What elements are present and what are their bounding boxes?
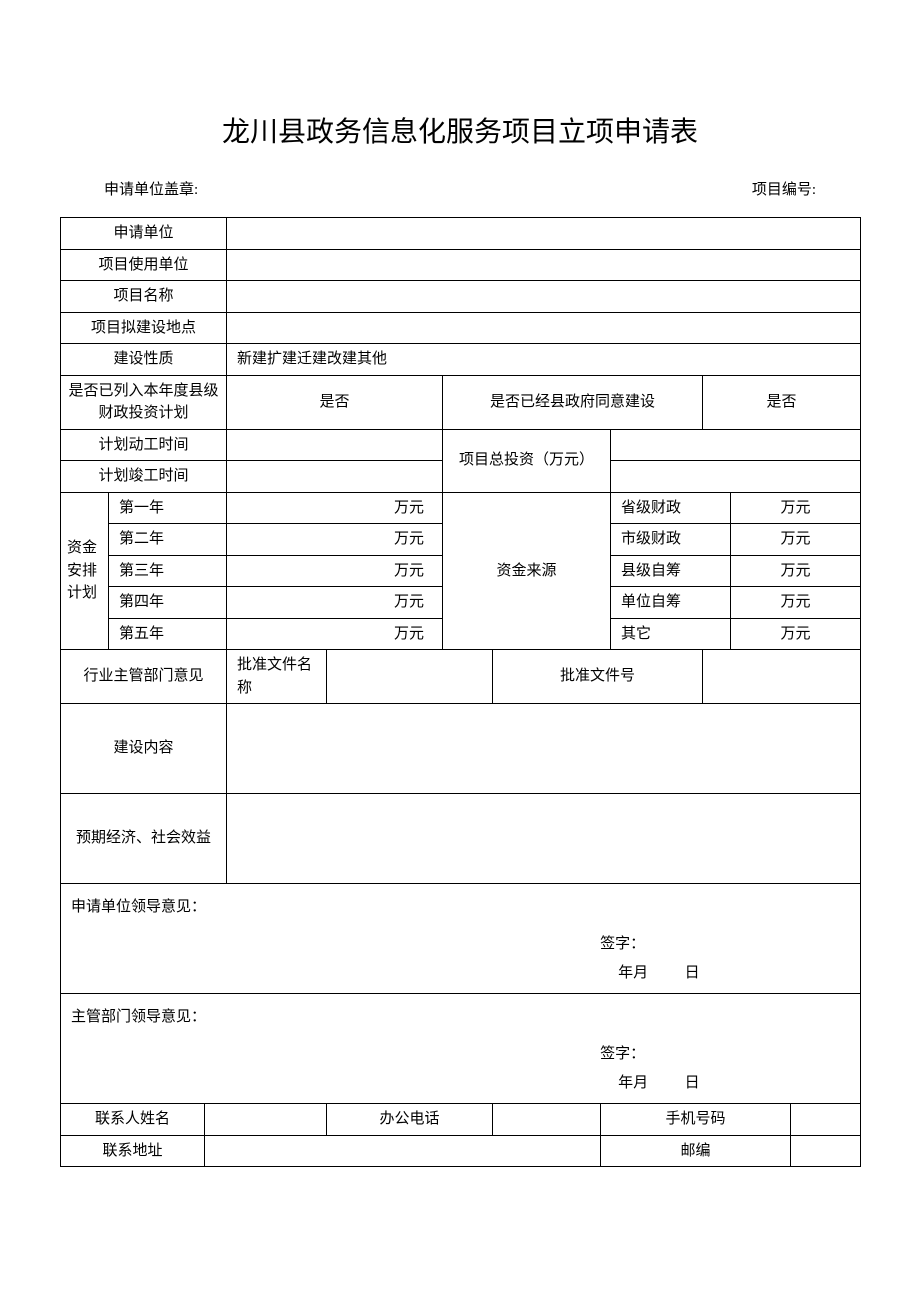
value-src-province[interactable]: 万元 xyxy=(731,492,861,524)
proj-no-label: 项目编号: xyxy=(752,178,816,199)
value-src-city[interactable]: 万元 xyxy=(731,524,861,556)
value-year4[interactable]: 万元 xyxy=(227,587,443,619)
value-approval-doc-name[interactable] xyxy=(327,650,493,704)
value-user-unit[interactable] xyxy=(227,249,861,281)
label-total-invest: 项目总投资（万元） xyxy=(443,429,611,492)
value-construction-content[interactable] xyxy=(227,704,861,794)
value-mobile[interactable] xyxy=(791,1104,861,1136)
row-applicant-unit: 申请单位 xyxy=(61,218,861,250)
label-fund-plan: 资金安排计划 xyxy=(61,492,109,650)
value-src-unit[interactable]: 万元 xyxy=(731,587,861,619)
signature-block-2: 签字： 年月日 xyxy=(600,1040,860,1097)
label-src-county: 县级自筹 xyxy=(611,555,731,587)
application-form-table: 申请单位 项目使用单位 项目名称 项目拟建设地点 建设性质 新建扩建迁建改建其他… xyxy=(60,217,861,1167)
row-supervisor-leader-opinion: 主管部门领导意见： 签字： 年月日 xyxy=(61,994,861,1104)
value-year1[interactable]: 万元 xyxy=(227,492,443,524)
value-year3[interactable]: 万元 xyxy=(227,555,443,587)
label-approval-doc-name: 批准文件名称 xyxy=(227,650,327,704)
label-year3: 第三年 xyxy=(109,555,227,587)
label-location: 项目拟建设地点 xyxy=(61,312,227,344)
label-expected-benefit: 预期经济、社会效益 xyxy=(61,794,227,884)
value-start-time[interactable] xyxy=(227,429,443,461)
value-location[interactable] xyxy=(227,312,861,344)
cell-applicant-leader-opinion[interactable]: 申请单位领导意见： 签字： 年月日 xyxy=(61,884,861,994)
value-total-invest-2[interactable] xyxy=(611,461,861,493)
label-applicant-unit: 申请单位 xyxy=(61,218,227,250)
label-fund-source: 资金来源 xyxy=(443,492,611,650)
label-start-time: 计划动工时间 xyxy=(61,429,227,461)
label-gov-approved: 是否已经县政府同意建设 xyxy=(443,375,703,429)
row-plan-approve: 是否已列入本年度县级财政投资计划 是否 是否已经县政府同意建设 是否 xyxy=(61,375,861,429)
row-user-unit: 项目使用单位 xyxy=(61,249,861,281)
value-finish-time[interactable] xyxy=(227,461,443,493)
value-src-other[interactable]: 万元 xyxy=(731,618,861,650)
label-applicant-leader-opinion: 申请单位领导意见： xyxy=(71,899,206,915)
row-nature: 建设性质 新建扩建迁建改建其他 xyxy=(61,344,861,376)
value-approval-doc-no[interactable] xyxy=(703,650,861,704)
label-construction-content: 建设内容 xyxy=(61,704,227,794)
label-year1: 第一年 xyxy=(109,492,227,524)
row-location: 项目拟建设地点 xyxy=(61,312,861,344)
label-postcode: 邮编 xyxy=(601,1135,791,1167)
label-contact-name: 联系人姓名 xyxy=(61,1104,205,1136)
label-finish-time: 计划竣工时间 xyxy=(61,461,227,493)
label-src-province: 省级财政 xyxy=(611,492,731,524)
value-address[interactable] xyxy=(205,1135,601,1167)
label-year2: 第二年 xyxy=(109,524,227,556)
label-year4: 第四年 xyxy=(109,587,227,619)
value-total-invest-1[interactable] xyxy=(611,429,861,461)
header-row: 申请单位盖章: 项目编号: xyxy=(60,178,860,217)
stamp-label: 申请单位盖章: xyxy=(104,178,198,199)
label-nature: 建设性质 xyxy=(61,344,227,376)
label-project-name: 项目名称 xyxy=(61,281,227,313)
date-line-1: 年月日 xyxy=(600,959,860,988)
form-page: 龙川县政务信息化服务项目立项申请表 申请单位盖章: 项目编号: 申请单位 项目使… xyxy=(0,0,920,1167)
row-start-time: 计划动工时间 项目总投资（万元） xyxy=(61,429,861,461)
value-project-name[interactable] xyxy=(227,281,861,313)
row-expected-benefit: 预期经济、社会效益 xyxy=(61,794,861,884)
row-project-name: 项目名称 xyxy=(61,281,861,313)
label-mobile: 手机号码 xyxy=(601,1104,791,1136)
value-gov-approved[interactable]: 是否 xyxy=(703,375,861,429)
signature-label-2: 签字： xyxy=(600,1040,860,1069)
label-supervisor-leader-opinion: 主管部门领导意见： xyxy=(71,1009,206,1025)
cell-supervisor-leader-opinion[interactable]: 主管部门领导意见： 签字： 年月日 xyxy=(61,994,861,1104)
label-year5: 第五年 xyxy=(109,618,227,650)
value-year2[interactable]: 万元 xyxy=(227,524,443,556)
label-src-city: 市级财政 xyxy=(611,524,731,556)
row-address: 联系地址 邮编 xyxy=(61,1135,861,1167)
value-contact-name[interactable] xyxy=(205,1104,327,1136)
label-in-annual-plan: 是否已列入本年度县级财政投资计划 xyxy=(61,375,227,429)
value-src-county[interactable]: 万元 xyxy=(731,555,861,587)
value-postcode[interactable] xyxy=(791,1135,861,1167)
label-address: 联系地址 xyxy=(61,1135,205,1167)
form-title: 龙川县政务信息化服务项目立项申请表 xyxy=(60,110,860,150)
row-dept-opinion: 行业主管部门意见 批准文件名称 批准文件号 xyxy=(61,650,861,704)
value-expected-benefit[interactable] xyxy=(227,794,861,884)
row-applicant-leader-opinion: 申请单位领导意见： 签字： 年月日 xyxy=(61,884,861,994)
label-approval-doc-no: 批准文件号 xyxy=(493,650,703,704)
signature-label-1: 签字： xyxy=(600,930,860,959)
value-applicant-unit[interactable] xyxy=(227,218,861,250)
value-year5[interactable]: 万元 xyxy=(227,618,443,650)
value-in-annual-plan[interactable]: 是否 xyxy=(227,375,443,429)
label-dept-opinion: 行业主管部门意见 xyxy=(61,650,227,704)
label-src-unit: 单位自筹 xyxy=(611,587,731,619)
row-construction-content: 建设内容 xyxy=(61,704,861,794)
row-contact: 联系人姓名 办公电话 手机号码 xyxy=(61,1104,861,1136)
label-src-other: 其它 xyxy=(611,618,731,650)
date-line-2: 年月日 xyxy=(600,1069,860,1098)
signature-block-1: 签字： 年月日 xyxy=(600,930,860,987)
row-fund-year1: 资金安排计划 第一年 万元 资金来源 省级财政 万元 xyxy=(61,492,861,524)
label-office-phone: 办公电话 xyxy=(327,1104,493,1136)
value-nature-options[interactable]: 新建扩建迁建改建其他 xyxy=(227,344,861,376)
value-office-phone[interactable] xyxy=(493,1104,601,1136)
label-user-unit: 项目使用单位 xyxy=(61,249,227,281)
